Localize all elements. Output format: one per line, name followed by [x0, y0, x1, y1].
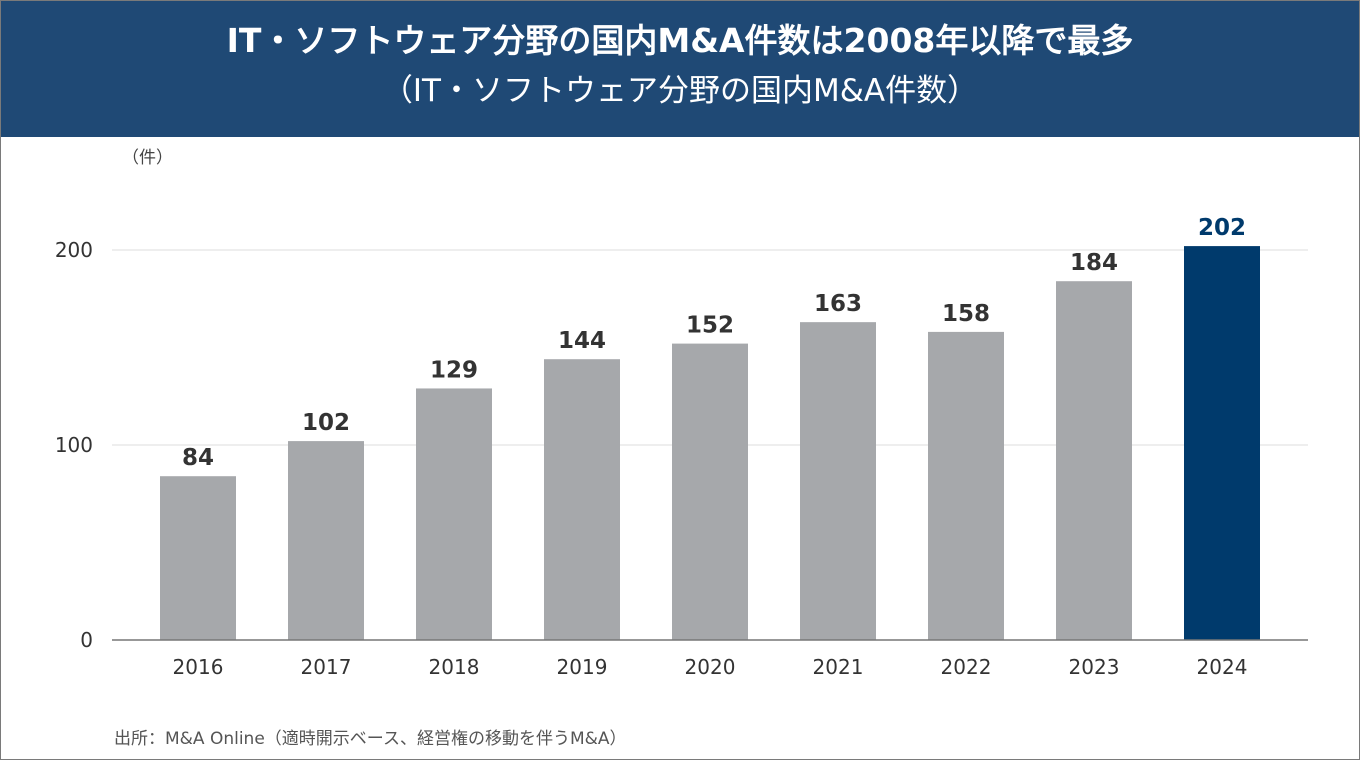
data-label-2018: 129 — [430, 357, 478, 383]
data-label-2021: 163 — [814, 291, 862, 317]
bars — [160, 246, 1260, 640]
x-tick-label-2016: 2016 — [173, 655, 224, 679]
data-label-2023: 184 — [1070, 250, 1118, 276]
data-label-2022: 158 — [942, 301, 990, 327]
bar-2016 — [160, 476, 236, 640]
data-label-2019: 144 — [558, 328, 606, 354]
x-tick-label-2018: 2018 — [429, 655, 480, 679]
bar-2021 — [800, 322, 876, 640]
bar-2018 — [416, 388, 492, 640]
x-tick-label-2022: 2022 — [941, 655, 992, 679]
bar-2017 — [288, 441, 364, 640]
data-labels: 84 102 129 144 152 163 158 184 202 — [182, 215, 1246, 471]
bar-2019 — [544, 359, 620, 640]
chart-subtitle: （IT・ソフトウェア分野の国内M&A件数） — [381, 73, 979, 109]
bar-2023 — [1056, 281, 1132, 640]
x-tick-label-2017: 2017 — [301, 655, 352, 679]
x-tick-label-2020: 2020 — [685, 655, 736, 679]
x-tick-label-2024: 2024 — [1197, 655, 1248, 679]
bar-2020 — [672, 343, 748, 640]
chart-title: IT・ソフトウェア分野の国内M&A件数は2008年以降で最多 — [226, 21, 1134, 60]
y-tick-label-100: 100 — [55, 433, 93, 457]
y-tick-label-200: 200 — [55, 238, 93, 262]
x-tick-label-2019: 2019 — [557, 655, 608, 679]
bar-2022 — [928, 331, 1004, 640]
source-note: 出所：M&A Online（適時開示ベース、経営権の移動を伴うM&A） — [114, 729, 627, 749]
y-axis-ticks: 0 100 200 — [55, 238, 93, 652]
chart-header: IT・ソフトウェア分野の国内M&A件数は2008年以降で最多 （IT・ソフトウェ… — [1, 1, 1359, 137]
x-tick-label-2023: 2023 — [1069, 655, 1120, 679]
bar-2024 — [1184, 246, 1260, 640]
x-axis-ticks: 2016 2017 2018 2019 2020 2021 2022 2023 2024 — [173, 655, 1248, 679]
y-tick-label-0: 0 — [80, 628, 93, 652]
y-axis-unit-label: （件） — [122, 148, 173, 168]
data-label-2020: 152 — [686, 313, 734, 339]
x-tick-label-2021: 2021 — [813, 655, 864, 679]
data-label-2024: 202 — [1198, 215, 1246, 241]
data-label-2016: 84 — [182, 445, 214, 471]
data-label-2017: 102 — [302, 410, 350, 436]
